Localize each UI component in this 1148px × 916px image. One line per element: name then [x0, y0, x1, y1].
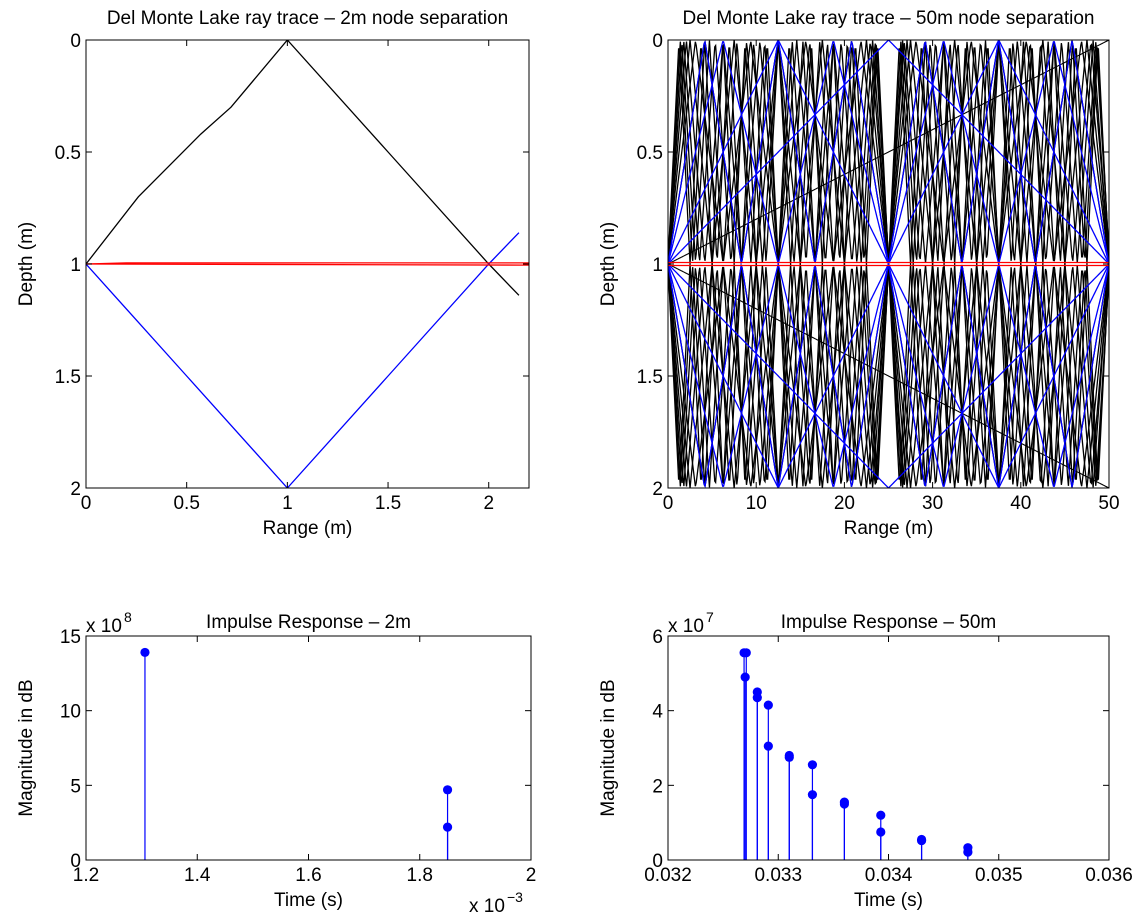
ir50-marker-10 — [807, 790, 818, 800]
ray2-title: Del Monte Lake ray trace – 2m node separ… — [107, 8, 508, 29]
ir50-xtick-label: 0.036 — [1085, 865, 1133, 886]
ray50-ytick-label: 0.5 — [637, 143, 663, 164]
ray50-ylabel: Depth (m) — [598, 222, 619, 306]
ray2-ytick-label: 0.5 — [55, 143, 81, 164]
ir50-title: Impulse Response – 50m — [781, 612, 996, 633]
ray2-xtick-label: 2 — [483, 493, 494, 514]
ray50-ytick-label: 1.5 — [637, 367, 663, 388]
ray50-blue-ray-3-up — [668, 40, 1109, 265]
ir50-ylabel: Magnitude in dB — [598, 679, 619, 816]
ray50-xtick-label: 40 — [1010, 493, 1031, 514]
ir50-marker-2 — [740, 672, 750, 682]
ir50-axes-box — [667, 635, 1110, 861]
ray50-ytick-label: 2 — [652, 479, 663, 500]
ray50-xtick-label: 0 — [663, 493, 674, 514]
ir2-x-multiplier-exp: −3 — [507, 889, 523, 905]
ir2-xtick-label: 1.8 — [407, 865, 433, 886]
ray50-ytick-label: 1 — [652, 255, 663, 276]
ir50-chart: 0.032 0.033 0.034 0.035 0.036 0 2 4 6 Impulse Res… — [598, 609, 1133, 911]
ir50-marker-18 — [963, 847, 973, 857]
ray50-xtick-label: 10 — [746, 493, 767, 514]
ir2-ytick-label: 5 — [70, 776, 81, 797]
ray2-xlabel: Range (m) — [263, 518, 353, 539]
ir50-marker-5 — [763, 700, 773, 710]
ir2-y-multiplier-exp: 8 — [124, 609, 132, 625]
ir50-marker-12 — [839, 799, 850, 809]
ray50-blue-ray-2-up — [668, 40, 1109, 266]
ray50-long-ray-0-down — [668, 263, 1109, 488]
ray2-ray-0 — [86, 40, 520, 296]
ray2-xtick-label: 0 — [81, 493, 92, 514]
ray2-ylabel: Depth (m) — [16, 222, 37, 306]
ir50-marker-16 — [916, 835, 927, 846]
ir2-xtick-label: 1.2 — [73, 865, 99, 886]
ray50-xtick-label: 50 — [1098, 493, 1119, 514]
ir50-ytick-label: 4 — [652, 702, 663, 723]
ray50-long-ray-0-up — [668, 40, 1109, 265]
ir50-xtick-label: 0.035 — [975, 865, 1023, 886]
ray50-ytick-label: 0 — [652, 31, 663, 52]
ir50-ytick-label: 6 — [652, 627, 663, 648]
ray2-ytick-label: 1 — [70, 255, 81, 276]
ray2-ray-1 — [86, 232, 520, 488]
ir50-marker-14 — [876, 827, 886, 837]
ir2-xtick-label: 2 — [526, 865, 537, 886]
ray2-xtick-label: 1.5 — [375, 493, 401, 514]
ray2-xtick-label: 1 — [282, 493, 293, 514]
ir50-marker-9 — [807, 760, 818, 770]
ir50-y-multiplier: x 10 — [668, 616, 704, 637]
ir2-xtick-label: 1.4 — [184, 865, 211, 886]
ray2-ytick-label: 0 — [70, 31, 81, 52]
ir2-xlabel: Time (s) — [274, 890, 343, 911]
ray50-blue-ray-3-down — [668, 263, 1109, 488]
ir50-ytick-label: 0 — [652, 851, 663, 872]
ray50-title: Del Monte Lake ray trace – 50m node sepa… — [683, 8, 1095, 29]
ir2-y-multiplier: x 10 — [86, 616, 122, 637]
ir2-ytick-label: 10 — [60, 702, 81, 723]
ir50-xlabel: Time (s) — [854, 890, 923, 911]
ir2-x-multiplier: x 10 — [469, 896, 505, 916]
ir50-xtick-label: 0.032 — [644, 865, 692, 886]
ir2-ytick-label: 15 — [60, 627, 81, 648]
ir2-chart: 1.2 1.4 1.6 1.8 2 0 5 10 15 Impulse Response – 2m… — [16, 609, 536, 916]
ray2-ytick-label: 1.5 — [55, 367, 81, 388]
ir50-marker-6 — [763, 741, 773, 751]
ray50-chart: 0 10 20 30 40 50 0 0.5 1 1.5 2 Del Monte Lake ray t… — [598, 8, 1120, 539]
ir50-marker-4 — [752, 693, 762, 703]
ir2-marker-1 — [442, 785, 453, 795]
ir2-title: Impulse Response – 2m — [206, 612, 411, 633]
ray50-plot-area — [668, 40, 1109, 488]
ray50-xtick-label: 30 — [922, 493, 943, 514]
ray2-ray-3 — [86, 263, 529, 266]
ir2-axes-box — [85, 635, 532, 861]
ir2-xtick-label: 1.6 — [295, 865, 321, 886]
ir50-marker-8 — [784, 752, 794, 762]
ray2-xtick-label: 0.5 — [173, 493, 199, 514]
ray2-plot-area — [86, 40, 529, 488]
ir50-ytick-label: 2 — [652, 776, 663, 797]
ir2-marker-2 — [442, 822, 453, 832]
ir50-xtick-label: 0.034 — [865, 865, 913, 886]
ir50-y-multiplier-exp: 7 — [706, 609, 714, 625]
ray50-xtick-label: 20 — [834, 493, 855, 514]
ir2-ylabel: Magnitude in dB — [16, 679, 37, 816]
ray50-xlabel: Range (m) — [844, 518, 934, 539]
ir50-marker-1 — [741, 648, 751, 658]
ir2-marker-0 — [140, 647, 150, 658]
ir50-xtick-label: 0.033 — [754, 865, 802, 886]
ray2-ytick-label: 2 — [70, 479, 81, 500]
ir50-marker-13 — [876, 810, 886, 820]
ir2-ytick-label: 0 — [70, 851, 81, 872]
